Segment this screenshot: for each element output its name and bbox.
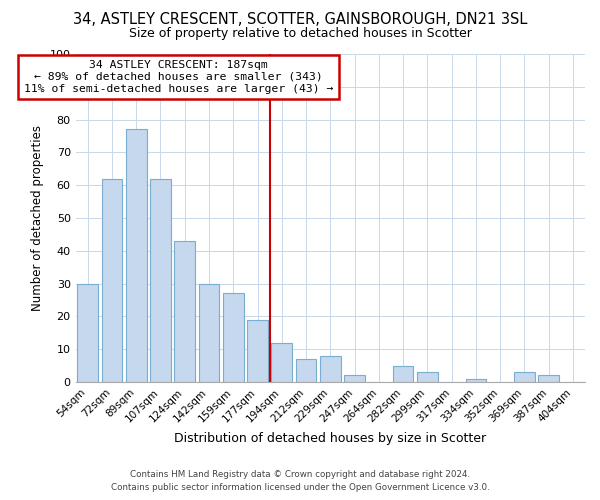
Bar xyxy=(126,130,146,382)
Bar xyxy=(296,359,316,382)
X-axis label: Distribution of detached houses by size in Scotter: Distribution of detached houses by size … xyxy=(174,432,487,445)
Bar xyxy=(199,284,220,382)
Bar xyxy=(344,376,365,382)
Bar xyxy=(271,342,292,382)
Bar xyxy=(247,320,268,382)
Bar xyxy=(514,372,535,382)
Bar xyxy=(538,376,559,382)
Bar xyxy=(175,241,195,382)
Y-axis label: Number of detached properties: Number of detached properties xyxy=(31,125,44,311)
Bar xyxy=(101,178,122,382)
Text: Size of property relative to detached houses in Scotter: Size of property relative to detached ho… xyxy=(128,28,472,40)
Bar xyxy=(393,366,413,382)
Bar xyxy=(466,378,486,382)
Text: 34 ASTLEY CRESCENT: 187sqm
← 89% of detached houses are smaller (343)
11% of sem: 34 ASTLEY CRESCENT: 187sqm ← 89% of deta… xyxy=(24,60,334,94)
Text: Contains HM Land Registry data © Crown copyright and database right 2024.
Contai: Contains HM Land Registry data © Crown c… xyxy=(110,470,490,492)
Text: 34, ASTLEY CRESCENT, SCOTTER, GAINSBOROUGH, DN21 3SL: 34, ASTLEY CRESCENT, SCOTTER, GAINSBOROU… xyxy=(73,12,527,28)
Bar xyxy=(223,294,244,382)
Bar xyxy=(320,356,341,382)
Bar xyxy=(150,178,171,382)
Bar xyxy=(417,372,437,382)
Bar xyxy=(77,284,98,382)
